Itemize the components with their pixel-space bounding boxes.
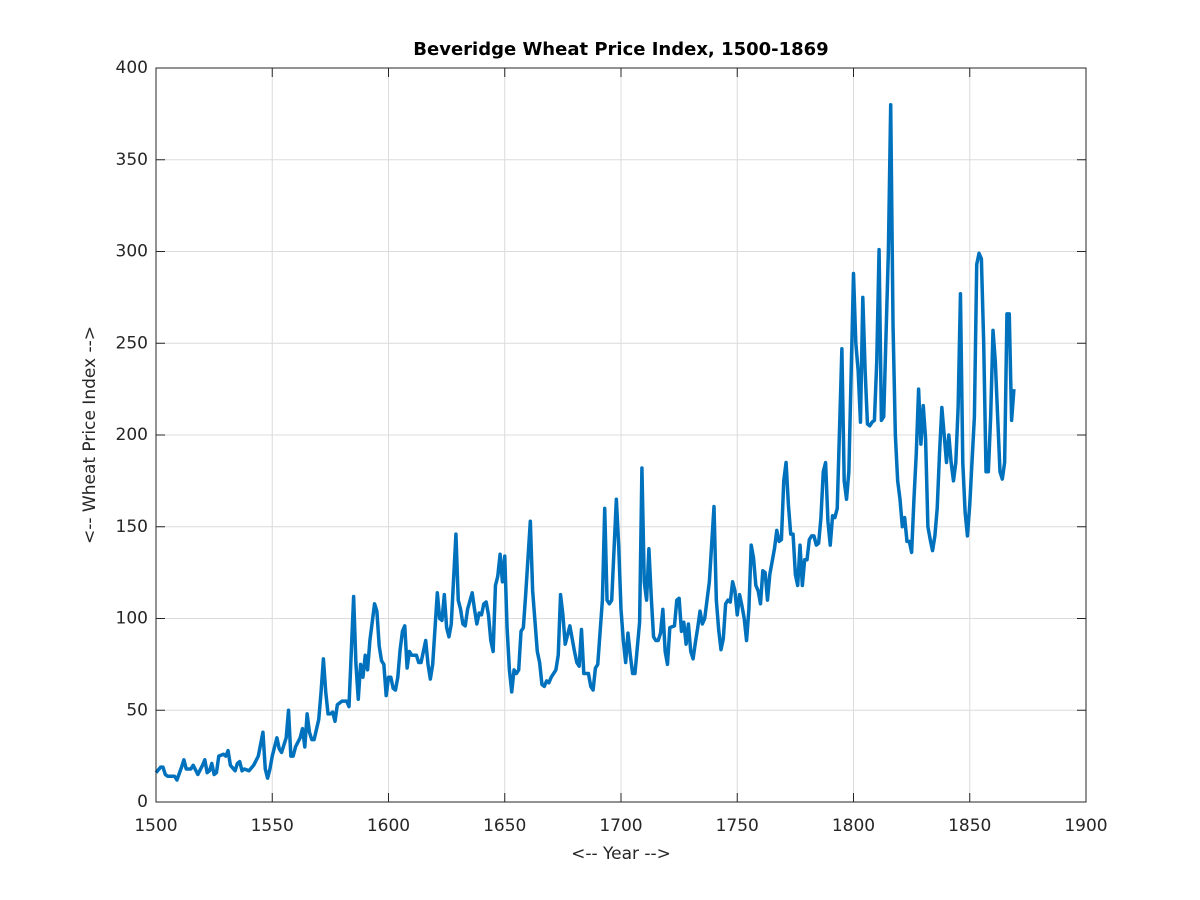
x-tick-label: 1750 bbox=[716, 816, 759, 836]
axes-box bbox=[155, 67, 1087, 803]
y-tick-label: 200 bbox=[116, 425, 148, 445]
x-tick-label: 1900 bbox=[1064, 816, 1107, 836]
plot-area bbox=[154, 102, 1016, 782]
x-tick-label: 1600 bbox=[367, 816, 410, 836]
data-line bbox=[154, 102, 1016, 782]
x-tick-label: 1500 bbox=[134, 816, 177, 836]
x-tick-label: 1850 bbox=[948, 816, 991, 836]
y-tick-label: 0 bbox=[137, 792, 148, 812]
chart-title: Beveridge Wheat Price Index, 1500-1869 bbox=[413, 39, 828, 60]
x-tick-label: 1550 bbox=[251, 816, 294, 836]
y-tick-label: 350 bbox=[116, 150, 148, 170]
x-tick-label: 1700 bbox=[599, 816, 642, 836]
tick-labels: 0 50 100 150 200 250 300 350 400 1500 1550 1600 1650… bbox=[116, 58, 1108, 836]
y-tick-label: 250 bbox=[116, 333, 148, 353]
y-tick-label: 300 bbox=[116, 242, 148, 262]
y-tick-label: 150 bbox=[116, 517, 148, 537]
x-tick-label: 1650 bbox=[483, 816, 526, 836]
y-axis-label: <-- Wheat Price Index --> bbox=[80, 326, 100, 544]
y-tick-label: 400 bbox=[116, 58, 148, 78]
x-axis-label: <-- Year --> bbox=[571, 844, 671, 864]
y-tick-label: 50 bbox=[126, 700, 148, 720]
x-tick-label: 1800 bbox=[832, 816, 875, 836]
y-tick-label: 100 bbox=[116, 609, 148, 629]
